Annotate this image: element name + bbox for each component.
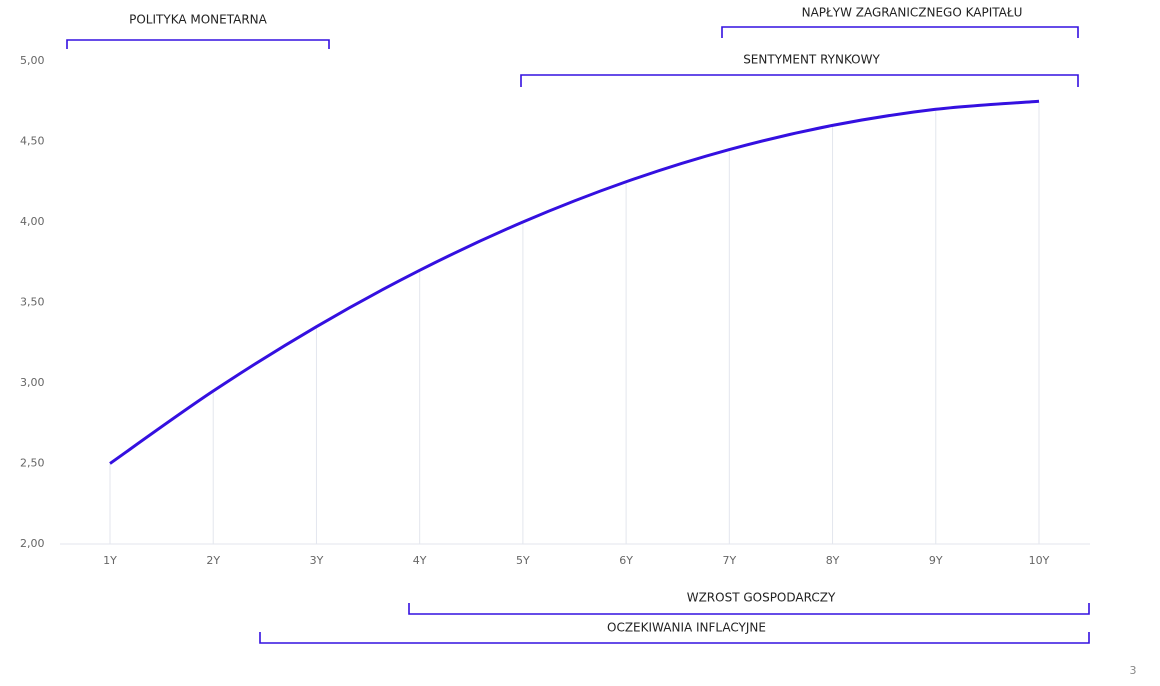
x-tick-label: 5Y bbox=[516, 554, 530, 567]
x-tick-label: 8Y bbox=[826, 554, 840, 567]
x-tick-label: 9Y bbox=[929, 554, 943, 567]
bracket bbox=[66, 39, 330, 49]
annotation: SENTYMENT RYNKOWY bbox=[743, 53, 880, 67]
y-tick-label: 5,00 bbox=[20, 54, 45, 67]
x-tick-label: 6Y bbox=[619, 554, 633, 567]
y-tick-label: 3,50 bbox=[20, 296, 45, 309]
x-tick-label: 4Y bbox=[413, 554, 427, 567]
x-tick-label: 3Y bbox=[310, 554, 324, 567]
x-tick-label: 7Y bbox=[722, 554, 736, 567]
y-tick-label: 3,00 bbox=[20, 376, 45, 389]
x-tick-label: 10Y bbox=[1029, 554, 1050, 567]
bracket bbox=[520, 74, 1079, 87]
annotation: WZROST GOSPODARCZY bbox=[687, 591, 836, 605]
y-tick-label: 2,50 bbox=[20, 457, 45, 470]
y-tick-label: 4,00 bbox=[20, 215, 45, 228]
annotation: NAPŁYW ZAGRANICZNEGO KAPITAŁU bbox=[802, 6, 1023, 20]
page-number: 3 bbox=[1130, 664, 1137, 677]
y-tick-label: 2,00 bbox=[20, 537, 45, 550]
bracket bbox=[259, 632, 1090, 644]
annotation: OCZEKIWANIA INFLACYJNE bbox=[607, 621, 766, 635]
x-tick-label: 2Y bbox=[206, 554, 220, 567]
line bbox=[109, 99, 1040, 465]
annotation: POLITYKA MONETARNA bbox=[129, 13, 268, 27]
bracket bbox=[408, 603, 1090, 615]
x-tick-label: 1Y bbox=[103, 554, 117, 567]
bracket bbox=[721, 26, 1079, 38]
y-tick-label: 4,50 bbox=[20, 135, 45, 148]
